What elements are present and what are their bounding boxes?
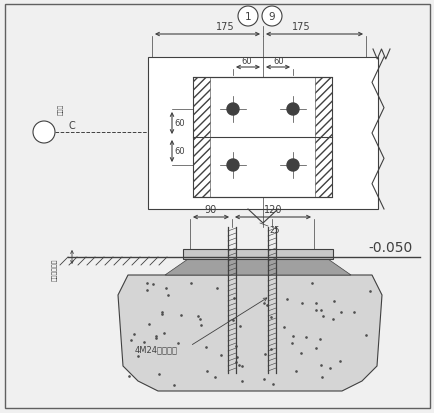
Text: 截面位: 截面位 [58, 104, 63, 115]
Circle shape [286, 159, 298, 171]
Text: 基础顶面标高: 基础顶面标高 [52, 258, 58, 280]
Text: 90: 90 [204, 204, 217, 214]
Bar [183, 249, 332, 259]
Text: 25: 25 [268, 225, 279, 235]
Circle shape [237, 7, 257, 27]
Circle shape [227, 104, 238, 116]
Circle shape [261, 7, 281, 27]
Text: 60: 60 [241, 57, 252, 66]
Text: 9: 9 [268, 12, 275, 22]
Text: -0.050: -0.050 [367, 240, 411, 254]
Text: 60: 60 [273, 57, 284, 66]
Polygon shape [118, 275, 381, 391]
Text: 4M24地脚锶栓: 4M24地脚锶栓 [135, 345, 178, 354]
Bar [193, 78, 210, 197]
Text: 120: 120 [263, 204, 282, 214]
Polygon shape [164, 259, 350, 275]
Bar [314, 78, 331, 197]
Text: 175: 175 [215, 22, 234, 32]
Circle shape [33, 122, 55, 144]
Text: C: C [69, 121, 76, 131]
Circle shape [286, 104, 298, 116]
Text: 60: 60 [174, 147, 184, 156]
Text: 175: 175 [291, 22, 309, 32]
Bar [148, 58, 377, 209]
Text: 60: 60 [174, 119, 184, 128]
Text: 1: 1 [244, 12, 251, 22]
Bar [193, 78, 331, 197]
Circle shape [227, 159, 238, 171]
